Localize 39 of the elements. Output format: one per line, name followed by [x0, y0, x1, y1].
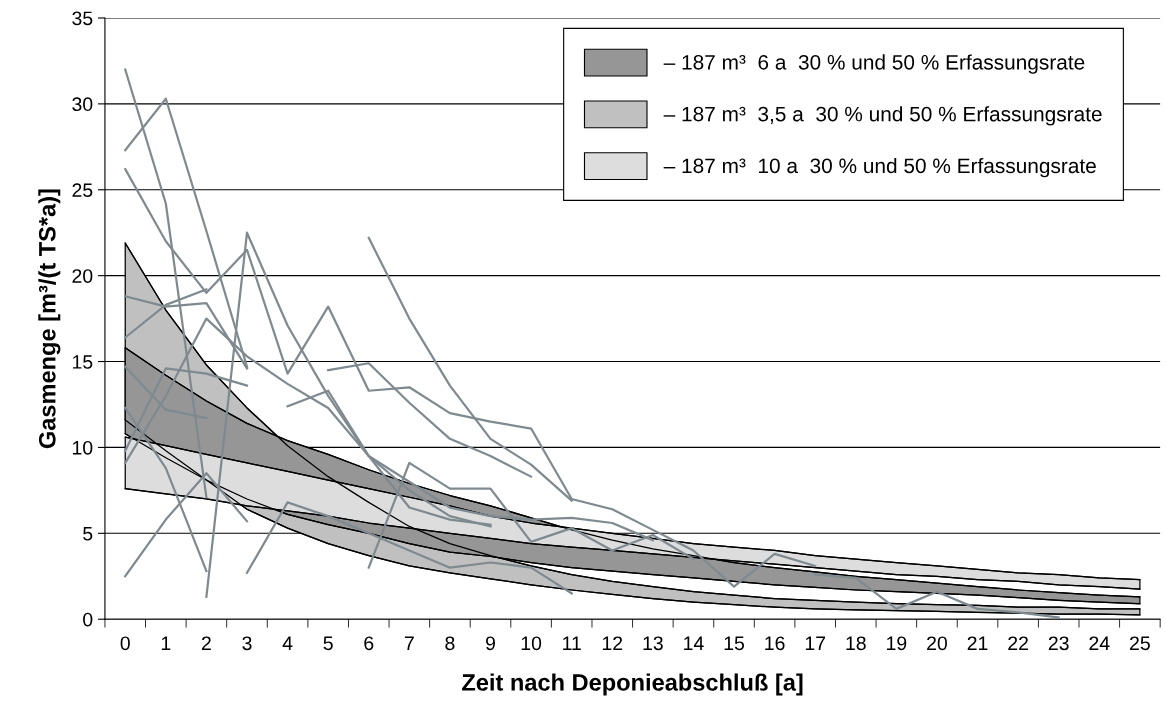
x-tick-label: 20: [927, 636, 947, 651]
x-tick-label: 11: [563, 636, 581, 650]
x-tick-label: 0: [120, 636, 130, 651]
x-axis-title: Zeit nach Deponieabschluß [a]: [462, 673, 803, 696]
x-tick-label: 4: [282, 636, 293, 650]
y-tick-label: 35: [72, 11, 93, 26]
y-tick-label: 5: [83, 526, 93, 541]
y-tick-label: 10: [72, 440, 93, 455]
x-tick-label: 10: [521, 636, 542, 651]
x-tick-label: 12: [602, 636, 623, 650]
x-tick-label: 2: [201, 636, 211, 650]
legend-label: – 187 m³ 10 a 30 % und 50 % Erfassungsrate: [663, 157, 1096, 178]
y-tick-label: 15: [72, 355, 93, 369]
x-tick-label: 1: [161, 636, 171, 650]
x-tick-label: 13: [643, 636, 663, 651]
x-tick-label: 21: [967, 636, 988, 650]
x-tick-label: 17: [805, 636, 826, 650]
y-tick-label: 30: [72, 97, 93, 112]
x-tick-label: 14: [684, 636, 704, 650]
legend-label: – 187 m³ 3,5 a 30 % und 50 % Erfassungsrate: [663, 106, 1102, 126]
y-tick-label: 0: [83, 612, 93, 627]
x-tick-label: 5: [323, 636, 333, 651]
x-tick-label: 7: [404, 636, 414, 650]
y-tick-label: 25: [72, 183, 93, 198]
y-tick-label: 20: [72, 269, 93, 283]
x-tick-label: 6: [364, 636, 374, 651]
x-tick-label: 8: [445, 636, 455, 651]
x-tick-label: 9: [486, 636, 495, 651]
x-tick-label: 18: [846, 636, 866, 651]
y-axis-title: Gasmenge [m³/(t TS*a)]: [38, 189, 61, 449]
x-tick-label: 22: [1008, 636, 1028, 650]
x-tick-label: 16: [765, 636, 785, 651]
x-tick-label: 3: [242, 636, 252, 651]
legend-label: – 187 m³ 6 a 30 % und 50 % Erfassungsrate: [663, 54, 1085, 74]
x-tick-label: 25: [1130, 636, 1150, 651]
x-tick-label: 19: [887, 636, 907, 651]
x-tick-label: 24: [1089, 636, 1110, 650]
x-tick-label: 15: [724, 636, 745, 651]
x-tick-label: 23: [1048, 636, 1069, 651]
